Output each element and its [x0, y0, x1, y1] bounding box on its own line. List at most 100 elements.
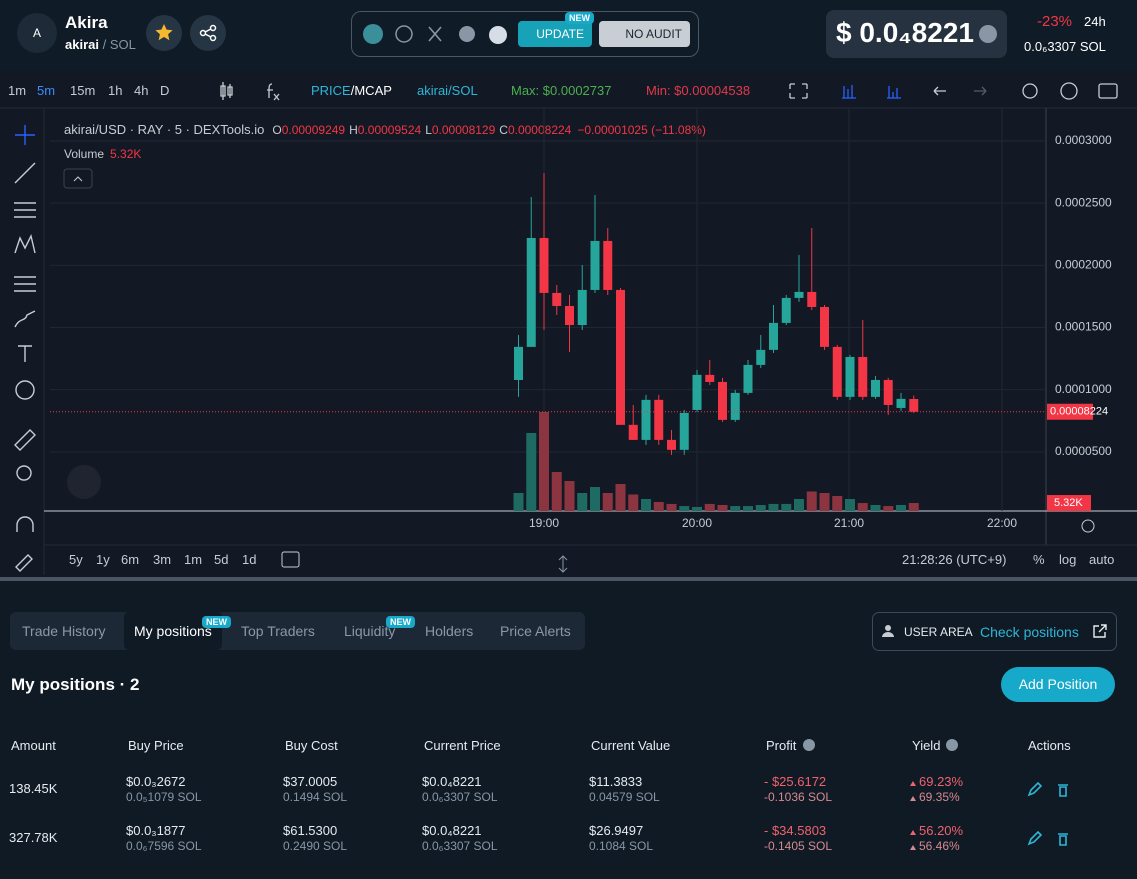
lock-icon[interactable] [15, 554, 33, 572]
buy_price-sol: 0.0₅1079 SOL [126, 790, 202, 804]
brush-icon[interactable] [14, 310, 36, 328]
y-tick-label: 0.0002000 [1055, 258, 1112, 272]
delete-icon[interactable] [1058, 784, 1068, 797]
audit-btn[interactable]: NO AUDIT [599, 21, 690, 47]
emoji-icon[interactable] [15, 380, 35, 400]
more-icon[interactable] [489, 26, 507, 44]
share-icon [199, 24, 217, 42]
yield-sol-value: 69.35% [919, 790, 960, 804]
tab[interactable]: Liquidity [344, 623, 396, 639]
volume-bar [526, 433, 537, 511]
range[interactable]: 6m [121, 552, 140, 567]
ruler-icon[interactable] [14, 429, 36, 451]
volume-bar [883, 506, 894, 511]
star-icon [155, 24, 173, 41]
percent-toggle[interactable]: % [1033, 552, 1045, 567]
fullscreen-icon[interactable] [789, 83, 808, 99]
crosshair-icon[interactable] [15, 125, 35, 145]
web-icon[interactable] [395, 25, 413, 43]
share-btn[interactable] [190, 15, 226, 51]
pair-toggle[interactable]: akirai/SOL [417, 83, 478, 98]
redo-icon[interactable] [974, 86, 987, 96]
undo-icon[interactable] [933, 86, 946, 96]
fib-icon[interactable] [14, 202, 36, 218]
collapse-btn[interactable] [63, 168, 93, 189]
info-icon[interactable] [978, 24, 998, 44]
candle-body [858, 356, 868, 397]
edit-icon[interactable] [1027, 830, 1043, 846]
tab[interactable]: Price Alerts [500, 623, 571, 639]
interval[interactable]: D [160, 83, 170, 98]
range[interactable]: 1y [96, 552, 110, 567]
new-badge: NEW [386, 616, 415, 628]
text-icon[interactable] [18, 345, 32, 362]
camera-icon[interactable] [1098, 83, 1118, 99]
tab[interactable]: Holders [425, 623, 474, 639]
volume-bar [602, 493, 613, 511]
update-btn[interactable]: UPDATE [518, 21, 592, 47]
candle-type-icon[interactable] [220, 82, 233, 100]
splitter[interactable] [0, 577, 1137, 581]
chart-icon-2[interactable] [887, 86, 901, 99]
chart-title: akirai/USD · RAY · 5 · DEXTools.io [64, 122, 264, 137]
range[interactable]: 1m [184, 552, 203, 567]
mcap-toggle[interactable]: /MCAP [350, 83, 392, 98]
range[interactable]: 5y [69, 552, 83, 567]
candle-body [743, 364, 753, 393]
trendline-icon[interactable] [14, 162, 36, 184]
volume-bar [577, 493, 588, 511]
range[interactable]: 1d [242, 552, 257, 567]
tab[interactable]: Top Traders [241, 623, 315, 639]
resize-icon[interactable] [558, 555, 568, 573]
volume-bar [641, 499, 651, 511]
forecast-icon[interactable] [14, 276, 36, 292]
x-tick-label: 20:00 [682, 516, 712, 530]
tab[interactable]: Trade History [22, 623, 106, 639]
profit-sol: -0.1036 SOL [764, 790, 833, 804]
external-icon[interactable] [1092, 623, 1108, 639]
column-header: Current Price [424, 738, 501, 753]
chart-icon-1[interactable] [842, 85, 856, 99]
check-positions[interactable]: Check positions [980, 624, 1079, 640]
candle-body [781, 297, 791, 323]
candle-body [871, 379, 880, 397]
interval[interactable]: 15m [70, 83, 96, 98]
volume-bar [564, 481, 575, 511]
price-toggle[interactable]: PRICE [311, 83, 351, 98]
alert-icon[interactable] [1022, 83, 1038, 99]
magnet-icon[interactable] [16, 516, 34, 532]
indicators-icon[interactable] [267, 83, 280, 101]
log-toggle[interactable]: log [1059, 552, 1077, 567]
interval[interactable]: 4h [134, 83, 149, 98]
column-header: Current Value [591, 738, 671, 753]
solana-icon[interactable] [363, 24, 383, 44]
edit-icon[interactable] [1027, 781, 1043, 797]
interval[interactable]: 5m [37, 83, 56, 98]
interval[interactable]: 1h [108, 83, 123, 98]
price-mcap[interactable]: PRICE/MCAP [311, 83, 392, 98]
interval[interactable]: 1m [8, 83, 27, 98]
volume-bar [794, 499, 804, 511]
candle-body [820, 306, 829, 347]
telegram-icon[interactable] [459, 26, 475, 42]
delete-icon[interactable] [1058, 833, 1068, 846]
x-icon[interactable] [428, 26, 442, 42]
yield-value: 69.23% [919, 774, 964, 789]
profit: - $25.6172 [764, 774, 827, 789]
settings-icon[interactable] [1081, 519, 1095, 533]
auto-toggle[interactable]: auto [1089, 552, 1115, 567]
currency: $ [836, 17, 852, 48]
pattern-icon[interactable] [14, 233, 36, 254]
range[interactable]: 5d [214, 552, 229, 567]
legend-key: C [499, 123, 508, 137]
add-position-btn[interactable]: Add Position [1001, 667, 1115, 702]
candle-body [654, 399, 664, 440]
candle-body [679, 412, 689, 450]
range[interactable]: 3m [153, 552, 172, 567]
yield-arrow [910, 845, 916, 850]
favorite-btn[interactable] [146, 15, 182, 51]
zoom-icon[interactable] [16, 465, 32, 481]
settings-icon[interactable] [1060, 82, 1078, 100]
buy_cost: $37.0005 [283, 774, 338, 789]
date-range-icon[interactable] [280, 549, 302, 569]
